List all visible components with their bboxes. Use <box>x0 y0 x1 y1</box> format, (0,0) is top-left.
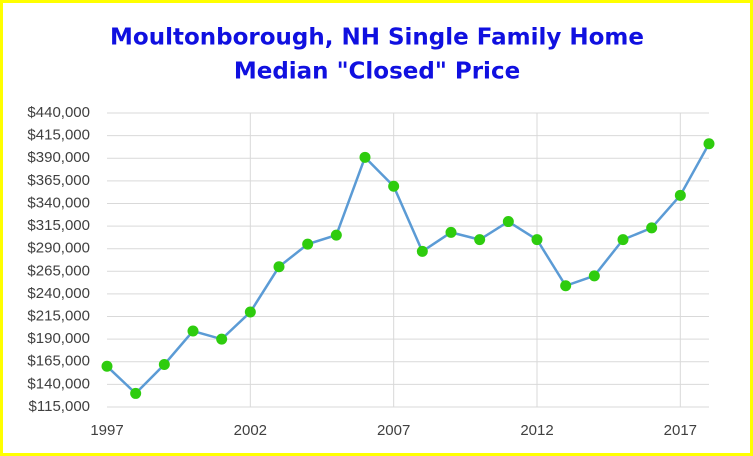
y-tick-label: $165,000 <box>27 353 90 370</box>
y-tick-label: $315,000 <box>27 217 90 234</box>
marker <box>330 229 342 241</box>
marker <box>617 234 629 246</box>
marker <box>474 234 486 246</box>
marker <box>158 358 170 370</box>
y-tick-label: $290,000 <box>27 240 90 257</box>
y-tick-label: $415,000 <box>27 127 90 144</box>
marker <box>244 306 256 318</box>
marker <box>445 226 457 238</box>
y-tick-label: $190,000 <box>27 330 90 347</box>
x-tick-label: 2002 <box>234 422 267 439</box>
marker <box>216 333 228 345</box>
marker <box>130 387 142 399</box>
y-tick-label: $240,000 <box>27 285 90 302</box>
y-tick-label: $215,000 <box>27 308 90 325</box>
marker <box>703 138 715 150</box>
y-tick-label: $440,000 <box>27 104 90 121</box>
y-tick-label: $390,000 <box>27 149 90 166</box>
marker <box>101 360 113 372</box>
marker <box>646 222 658 234</box>
chart-title: Moultonborough, NH Single Family Home <box>110 25 644 51</box>
marker <box>531 234 543 246</box>
marker <box>302 238 314 250</box>
marker <box>560 280 572 292</box>
x-tick-label: 2017 <box>664 422 697 439</box>
x-tick-label: 1997 <box>90 422 123 439</box>
marker <box>416 245 428 257</box>
y-tick-label: $140,000 <box>27 375 90 392</box>
y-tick-label: $365,000 <box>27 172 90 189</box>
y-tick-label: $265,000 <box>27 262 90 279</box>
x-tick-label: 2007 <box>377 422 410 439</box>
marker <box>588 270 600 282</box>
y-tick-label: $340,000 <box>27 194 90 211</box>
marker <box>674 189 686 201</box>
marker <box>187 325 199 337</box>
chart-title: Median "Closed" Price <box>234 59 520 85</box>
marker <box>273 261 285 273</box>
line <box>106 143 711 396</box>
marker <box>388 180 400 192</box>
x-tick-label: 2012 <box>520 422 553 439</box>
marker <box>359 151 371 163</box>
y-tick-label: $115,000 <box>29 398 90 415</box>
marker <box>502 216 514 228</box>
